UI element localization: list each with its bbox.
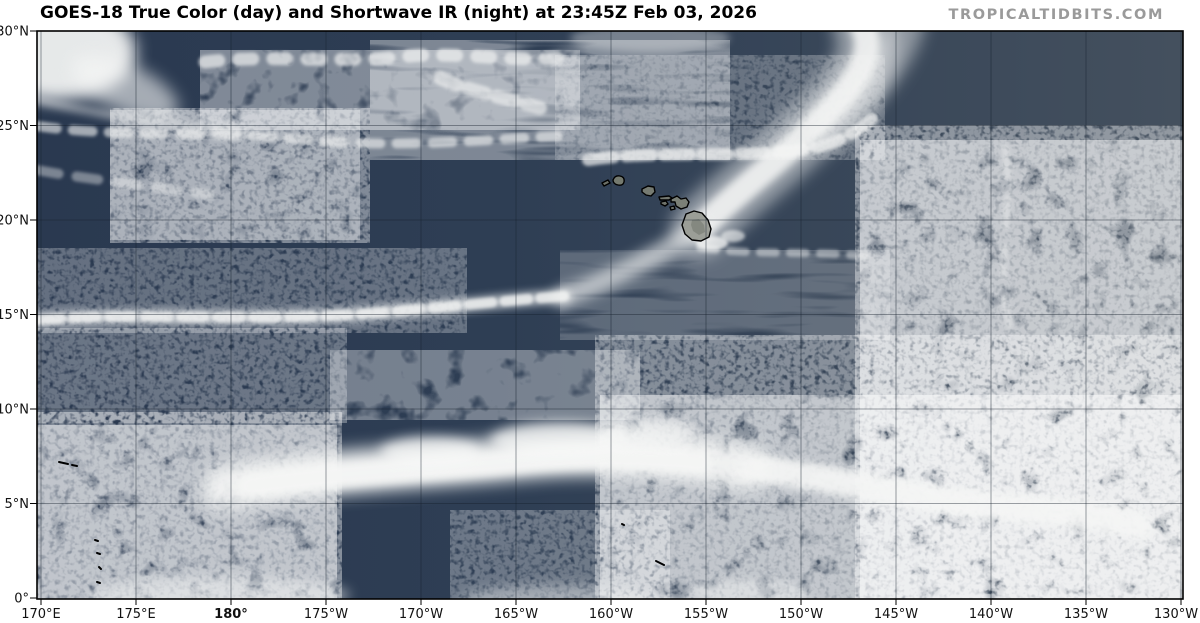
longitude-axis: 170°E 175°E 180° 175°W 170°W 165°W 160°W… [21, 607, 1198, 622]
lon-label: 170°E [21, 607, 61, 622]
island-lanai [660, 200, 669, 207]
lat-label: 10°N [0, 403, 29, 418]
graticule [37, 31, 1183, 599]
map-title: GOES-18 True Color (day) and Shortwave I… [40, 3, 757, 23]
island-maui [670, 195, 690, 210]
lon-label: 140°W [969, 607, 1013, 622]
lat-label: 25°N [0, 119, 29, 134]
lat-label: 0° [14, 592, 29, 607]
island-oahu [641, 185, 656, 197]
island-niihau [601, 179, 611, 187]
island-kauai [612, 175, 625, 186]
small-islands [58, 461, 665, 584]
lon-label: 130°W [1154, 607, 1198, 622]
lon-label: 165°W [494, 607, 538, 622]
hawaiian-islands [601, 175, 712, 242]
lon-label: 145°W [874, 607, 918, 622]
lat-label: 20°N [0, 214, 29, 229]
lat-label: 30°N [0, 25, 29, 40]
watermark: TROPICALTIDBITS.COM [948, 7, 1164, 23]
imagery-layer [37, 31, 1183, 599]
axis-ticks [30, 30, 1182, 605]
lon-label: 155°W [684, 607, 728, 622]
lon-label: 175°W [304, 607, 348, 622]
lat-label: 5°N [5, 497, 30, 512]
island-kahoolawe [669, 205, 676, 211]
island-hawaii-highland [691, 219, 705, 235]
lon-label: 135°W [1064, 607, 1108, 622]
island-molokai [658, 195, 673, 201]
lon-label: 160°W [589, 607, 633, 622]
lat-label: 15°N [0, 308, 29, 323]
lon-label: 170°W [399, 607, 443, 622]
lon-label: 150°W [779, 607, 823, 622]
lon-label-dateline: 180° [214, 607, 248, 622]
latitude-axis: 30°N 25°N 20°N 15°N 10°N 5°N 0° [0, 25, 29, 607]
lon-label: 175°E [116, 607, 156, 622]
cloud-blob-layer [37, 31, 810, 599]
